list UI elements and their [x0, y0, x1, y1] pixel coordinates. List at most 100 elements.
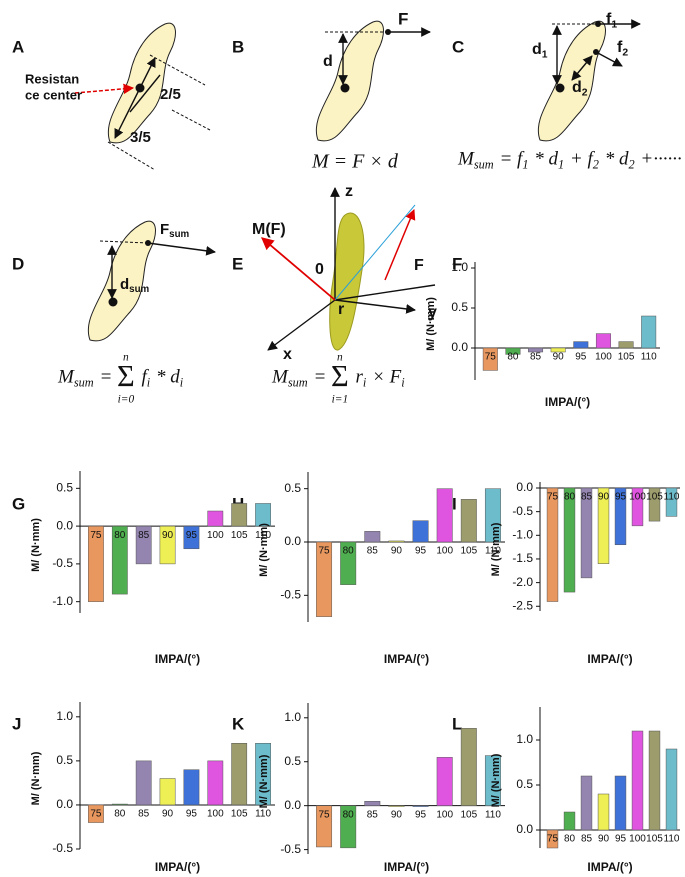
x-tick-label: 80 [564, 834, 576, 845]
y-axis-label: M/ (N·mm) [30, 751, 42, 805]
diagram-label: 2/5 [160, 86, 181, 103]
y-tick-label: -1.5 [512, 551, 533, 565]
y-axis-label: M/ (N·mm) [258, 523, 270, 577]
length-arrow [114, 57, 156, 139]
point [593, 49, 599, 55]
r-vector [334, 204, 416, 301]
equation-sub: sum [288, 376, 308, 390]
x-tick-label: 100 [207, 530, 224, 541]
panel-label: J [12, 714, 21, 733]
distance-arrow [571, 55, 593, 81]
equation: f [137, 366, 150, 387]
bar [573, 341, 589, 349]
equation-lower: i=1 [332, 393, 349, 405]
equation-sigma: Σ [117, 359, 135, 393]
equation-sub: i [363, 376, 367, 390]
x-tick-label: 75 [90, 809, 102, 820]
diagram-label: 0 [315, 261, 324, 278]
x-tick-label: 100 [436, 809, 453, 820]
x-tick-label: 80 [564, 492, 576, 503]
bar [580, 487, 593, 579]
point [595, 21, 601, 27]
bar [648, 487, 661, 522]
bar [597, 793, 610, 831]
bar [460, 499, 477, 543]
x-tick-label: 90 [162, 530, 174, 541]
y-tick-label: 1.0 [516, 732, 533, 746]
y-tick-label: 0.0 [56, 797, 73, 811]
equation: M = F × d [311, 151, 399, 173]
x-axis-label: IMPA/(°) [587, 652, 632, 666]
bar [412, 805, 429, 807]
x-tick-label: 85 [581, 834, 593, 845]
bar [546, 487, 559, 602]
y-axis-label: M/ (N·mm) [490, 522, 502, 576]
diagram-label: f [617, 39, 623, 56]
y-tick-label: 0.5 [284, 754, 301, 768]
equation-sigma: Σ [331, 359, 349, 393]
diagram-label: z [345, 183, 353, 200]
equation: = f [495, 148, 525, 169]
bar [88, 804, 104, 823]
panel-label: C [452, 37, 464, 56]
bar [231, 503, 248, 527]
x-tick-label: 110 [485, 809, 501, 820]
x-tick-label: 95 [186, 809, 198, 820]
x-tick-label: 100 [436, 546, 453, 557]
bar [412, 520, 429, 543]
x-tick-label: 95 [615, 834, 627, 845]
panel-label: B [232, 37, 244, 56]
x-tick-label: 85 [367, 809, 379, 820]
y-tick-label: 1.0 [56, 709, 73, 723]
bar [183, 769, 200, 806]
x-tick-label: 95 [415, 546, 427, 557]
resistance-center [135, 83, 145, 93]
bar [614, 775, 627, 831]
diagram-label-sub: sum [129, 284, 149, 295]
bar [231, 743, 248, 806]
diagram-label: x [283, 346, 292, 363]
bar [595, 333, 611, 349]
y-tick-label: -1.0 [512, 527, 533, 541]
guide-line [99, 240, 149, 244]
x-tick-label: 85 [138, 530, 150, 541]
y-tick-label: -2.5 [512, 598, 533, 612]
x-tick-label: 85 [530, 352, 542, 363]
pointer-arrow [74, 83, 135, 95]
guide-line [149, 54, 206, 86]
bar [340, 805, 357, 849]
x-axis-label: IMPA/(°) [587, 860, 632, 874]
y-tick-label: 0.0 [284, 798, 301, 812]
bar [546, 829, 559, 849]
x-tick-label: 100 [629, 492, 646, 503]
equation: = [95, 366, 117, 387]
x-tick-label: 80 [343, 546, 355, 557]
y-axis-label: M/ (N·mm) [425, 297, 437, 351]
diagram-label-sub: 1 [542, 50, 548, 61]
bar [135, 525, 152, 565]
diagram-label: d [323, 53, 333, 70]
bar [316, 541, 333, 617]
bar [207, 760, 224, 806]
bar [550, 347, 566, 353]
equation-sub: i [401, 376, 405, 390]
x-tick-label: 95 [415, 809, 427, 820]
y-tick-label: -0.5 [52, 841, 73, 855]
equation: M [271, 366, 289, 387]
bar [618, 341, 634, 349]
equation-sub: 2 [593, 158, 599, 172]
bar [183, 525, 200, 550]
equation-sub: sum [474, 158, 494, 172]
equation-sub: 1 [558, 158, 564, 172]
bar [388, 805, 405, 807]
bar [597, 487, 610, 564]
y-tick-label: 1.0 [284, 710, 301, 724]
equation: * d [530, 148, 559, 169]
x-tick-label: 80 [114, 809, 126, 820]
x-tick-label: 80 [343, 809, 355, 820]
x-axis-label: IMPA/(°) [384, 652, 429, 666]
equation: r [351, 366, 364, 387]
equation-sub: i [180, 376, 184, 390]
bar [111, 525, 128, 595]
y-tick-label: 0.0 [516, 822, 533, 836]
